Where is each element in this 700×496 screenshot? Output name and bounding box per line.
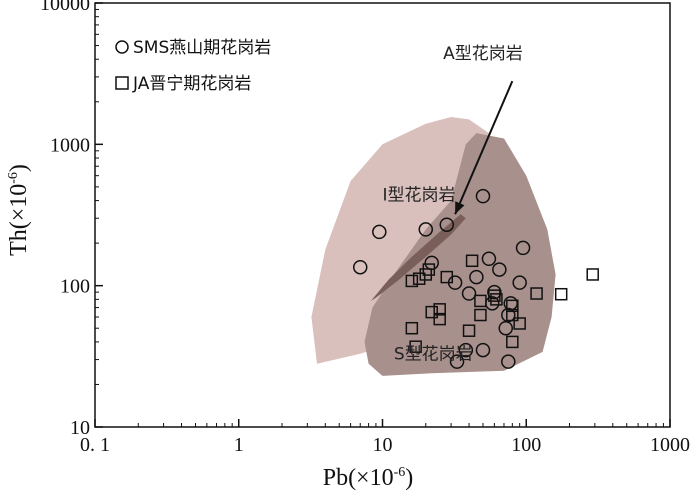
sms-data-point: [475, 342, 491, 358]
ja-data-point: [586, 268, 599, 281]
annotations: I型花岗岩 S型花岗岩 A型花岗岩: [383, 44, 523, 364]
y-axis-title-text: Th(×10: [6, 184, 32, 256]
ja-data-point: [409, 340, 422, 353]
legend-circle-marker: [115, 40, 129, 54]
x-axis-title-exponent: -6: [394, 465, 406, 480]
region-layer: [311, 117, 556, 376]
annotation-arrow-head: [455, 201, 465, 215]
sms-data-point: [501, 307, 516, 323]
ja-data-point: [474, 308, 487, 322]
sms-data-point: [469, 269, 484, 285]
ja-data-point: [490, 293, 503, 306]
x-tick-label: 100: [511, 434, 541, 456]
ja-data-point: [506, 299, 519, 313]
sms-data-point: [515, 240, 531, 256]
axis-ticks: 0. 1 1 10 100 1000 10 100 1000 10000: [40, 0, 690, 456]
sms-data-point: [458, 342, 474, 358]
sms-data-point: [475, 188, 491, 204]
y-axis-title-close: ): [6, 164, 32, 172]
sms-data-point: [481, 251, 497, 267]
ja-data-point: [425, 305, 438, 319]
x-tick-label: 0. 1: [80, 434, 110, 456]
ja-data-point: [422, 263, 436, 276]
ja-data-point: [465, 254, 479, 268]
x-axis-title-text: Pb(×10: [323, 465, 394, 491]
region-i-type: [311, 117, 495, 364]
ja-data-point: [405, 274, 419, 288]
ja-data-point: [405, 321, 419, 335]
legend: SMS燕山期花岗岩 JA晋宁期花岗岩: [115, 38, 271, 94]
y-tick-label: 1000: [50, 134, 90, 156]
sms-data-point: [501, 354, 516, 369]
label-i-type: I型花岗岩: [383, 186, 456, 206]
legend-label-ja: JA晋宁期花岗岩: [132, 74, 251, 94]
sms-data-point: [487, 284, 502, 300]
label-a-type: A型花岗岩: [443, 44, 523, 64]
ja-data-point: [440, 270, 454, 284]
sms-data-point: [449, 354, 465, 369]
legend-square-marker: [115, 76, 129, 90]
ja-data-point: [433, 312, 446, 326]
ja-data-point: [506, 335, 519, 349]
sms-data-point: [512, 275, 527, 290]
x-tick-label: 10: [373, 434, 393, 456]
y-tick-label: 10: [70, 417, 90, 439]
sms-data-point: [418, 222, 434, 237]
x-axis-title: Pb(×10-6): [323, 465, 414, 491]
y-axis-title: Th(×10-6): [6, 164, 32, 256]
ja-data-point: [433, 303, 446, 316]
legend-label-sms: SMS燕山期花岗岩: [133, 38, 271, 58]
ja-data-point: [506, 308, 519, 322]
x-axis-title-close: ): [405, 465, 413, 491]
ja-data-point: [554, 287, 568, 301]
data-points: [352, 188, 599, 369]
sms-data-point: [439, 217, 455, 232]
annotation-arrow-line: [454, 80, 514, 215]
ja-data-point: [474, 294, 487, 308]
x-tick-label: 1: [234, 434, 244, 456]
ja-data-point: [488, 289, 501, 302]
sms-data-point: [352, 259, 368, 275]
ja-data-point: [412, 272, 426, 285]
y-tick-label: 100: [60, 276, 90, 298]
ja-data-point: [530, 287, 543, 300]
ja-data-point: [513, 317, 526, 330]
sms-data-point: [461, 286, 477, 301]
region-a-type: [370, 214, 466, 301]
y-axis-title-exponent: -6: [6, 172, 21, 184]
sms-data-point: [372, 224, 387, 240]
y-tick-label: 10000: [40, 0, 90, 15]
x-tick-label: 1000: [650, 434, 690, 456]
region-s-type: [364, 133, 556, 376]
ja-data-point: [462, 324, 476, 337]
sms-data-point: [492, 262, 507, 277]
label-s-type: S型花岗岩: [394, 345, 473, 365]
